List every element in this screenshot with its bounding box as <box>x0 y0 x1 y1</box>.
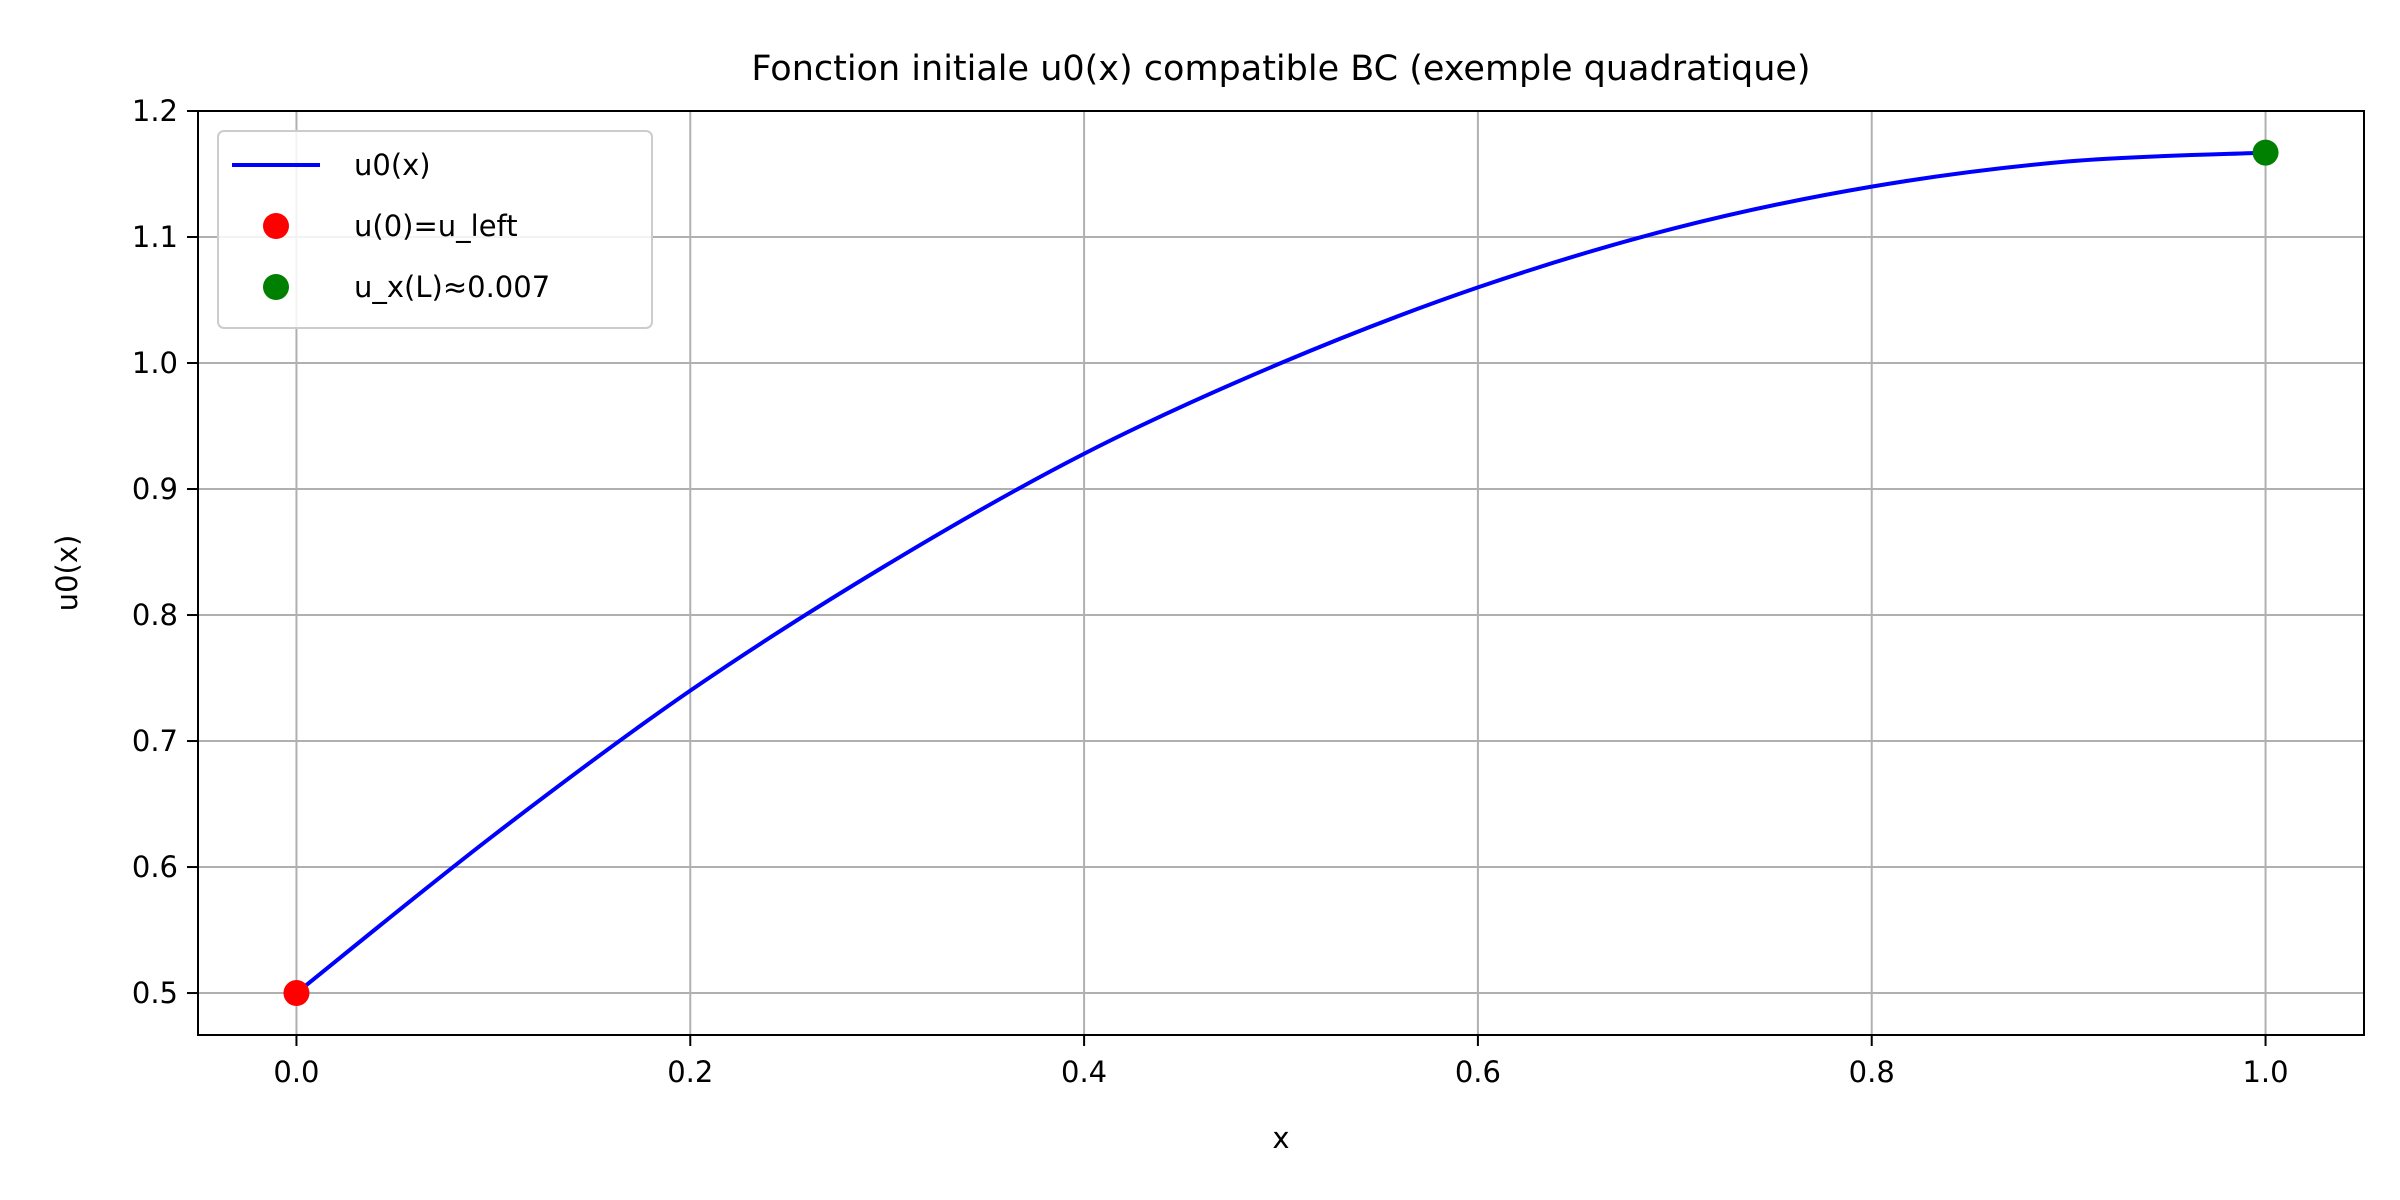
legend-label: u0(x) <box>354 148 431 182</box>
data-point-1 <box>283 980 310 1007</box>
y-tick-label: 1.0 <box>132 346 178 380</box>
legend-swatch-marker <box>263 274 289 300</box>
ticks: 0.0 0.2 0.4 0.6 0.8 1.0 0.5 0.6 0.7 0.8 0.9 1.0 1.1 1… <box>132 94 2289 1089</box>
y-tick-label: 0.9 <box>132 472 178 506</box>
x-tick-label: 0.8 <box>1849 1055 1895 1089</box>
legend-swatch-marker <box>263 213 289 239</box>
plot-series <box>283 139 2279 1007</box>
axes-frame <box>197 110 2365 1036</box>
series-line-u0 <box>295 150 2266 995</box>
x-tick-label: 1.0 <box>2242 1055 2288 1089</box>
legend-box <box>217 130 653 329</box>
legend-label: u(0)=u_left <box>354 209 518 243</box>
legend-label: u_x(L)≈0.007 <box>354 270 550 304</box>
x-tick-label: 0.2 <box>667 1055 713 1089</box>
x-tick-label: 0.6 <box>1455 1055 1501 1089</box>
y-tick-label: 0.8 <box>132 598 178 632</box>
x-tick-label: 0.0 <box>273 1055 319 1089</box>
data-point-2 <box>2252 139 2279 166</box>
y-tick-label: 0.7 <box>132 724 178 758</box>
y-tick-label: 1.1 <box>132 220 178 254</box>
y-axis-label: u0(x) <box>50 535 84 612</box>
y-tick-label: 1.2 <box>132 94 178 128</box>
y-tick-label: 0.6 <box>132 850 178 884</box>
x-tick-label: 0.4 <box>1061 1055 1107 1089</box>
y-tick-label: 0.5 <box>132 976 178 1010</box>
legend: u0(x) u(0)=u_left u_x(L)≈0.007 <box>217 130 653 329</box>
x-axis-label: x <box>1272 1121 1289 1155</box>
chart-title: Fonction initiale u0(x) compatible BC (e… <box>751 49 1810 89</box>
